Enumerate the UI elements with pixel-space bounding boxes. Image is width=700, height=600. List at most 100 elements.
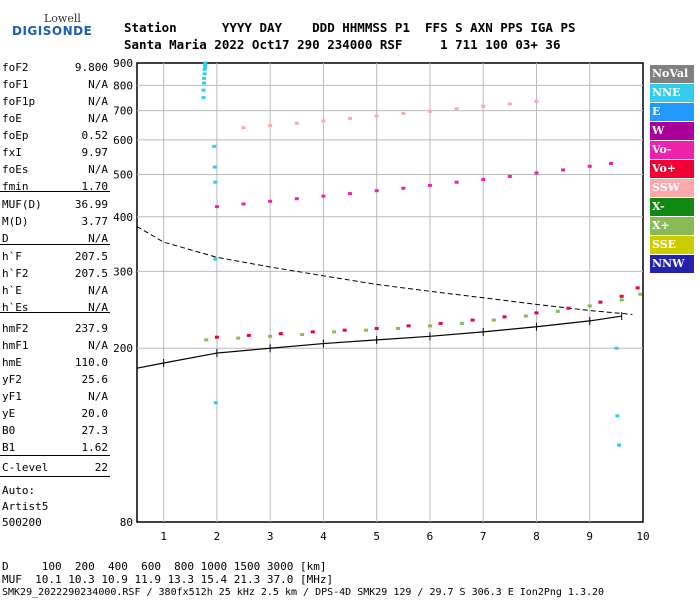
echo-point: [555, 309, 560, 313]
param-value: N/A: [88, 339, 108, 352]
echo-point: [294, 197, 299, 201]
param-row: h`E N/A: [2, 284, 108, 300]
echo-point: [332, 330, 337, 334]
param-name: yF2: [2, 373, 22, 386]
echo-point: [615, 414, 620, 418]
param-name: hmF2: [2, 322, 29, 335]
logo-digisonde-text: DIGISONDE: [12, 24, 93, 38]
echo-point: [202, 72, 207, 76]
echo-point: [561, 168, 566, 172]
echo-point: [614, 346, 619, 350]
echo-point: [459, 321, 464, 325]
param-name: hmF1: [2, 339, 29, 352]
echo-point: [203, 65, 208, 69]
param-name: h`E: [2, 284, 22, 297]
param-row: C-level 22: [2, 461, 108, 477]
param-row: B1 1.62: [2, 441, 108, 457]
echo-point: [609, 161, 614, 165]
echo-point: [617, 443, 622, 447]
param-separator: [0, 244, 110, 245]
param-value: N/A: [88, 284, 108, 297]
param-value: 1.70: [81, 180, 109, 193]
echo-point: [374, 326, 379, 330]
echo-point: [374, 189, 379, 193]
echo-point: [212, 165, 217, 169]
echo-point: [202, 67, 207, 71]
echo-point: [481, 177, 486, 181]
param-row: foEs N/A: [2, 163, 108, 179]
param-name: D: [2, 232, 9, 245]
echo-point: [401, 111, 406, 115]
param-row: fmin 1.70: [2, 180, 108, 196]
echo-point: [294, 121, 299, 125]
echo-point: [507, 102, 512, 106]
param-name: B0: [2, 424, 16, 437]
note-code: 500200: [2, 516, 42, 529]
x-tick-label: 7: [480, 530, 487, 543]
echo-point: [214, 335, 219, 339]
param-value: N/A: [88, 163, 108, 176]
param-row: B0 27.3: [2, 424, 108, 440]
echo-point: [203, 63, 208, 67]
echo-point: [204, 338, 209, 342]
legend-entry: X+: [650, 217, 694, 235]
param-value: 20.0: [81, 407, 109, 420]
echo-point: [619, 298, 624, 302]
param-value: 25.6: [81, 373, 109, 386]
param-row: foF1p N/A: [2, 95, 108, 111]
y-tick-label: 900: [113, 57, 133, 70]
echo-point: [523, 314, 528, 318]
echo-point: [619, 294, 624, 298]
echo-point: [507, 174, 512, 178]
echo-point: [278, 332, 283, 336]
legend-entry: E: [650, 103, 694, 121]
param-name: foF2: [2, 61, 29, 74]
param-name: foEs: [2, 163, 29, 176]
param-row: M(D) 3.77: [2, 215, 108, 231]
param-row: h`F2 207.5: [2, 267, 108, 283]
x-tick-label: 5: [373, 530, 380, 543]
legend-entry: NoVal: [650, 65, 694, 83]
echo-point: [401, 186, 406, 190]
echo-point: [635, 286, 640, 290]
param-value: N/A: [88, 78, 108, 91]
param-row: D N/A: [2, 232, 108, 248]
echo-point: [213, 257, 218, 261]
y-tick-label: 200: [113, 342, 133, 355]
param-row: foEp 0.52: [2, 129, 108, 145]
echo-point: [454, 107, 459, 111]
param-name: fmin: [2, 180, 29, 193]
echo-point: [470, 318, 475, 322]
param-row: hmF1 N/A: [2, 339, 108, 355]
param-separator: [0, 191, 110, 192]
param-value: N/A: [88, 390, 108, 403]
digisonde-logo: Lowell DIGISONDE: [6, 12, 92, 42]
param-value: N/A: [88, 232, 108, 245]
echo-point: [300, 333, 305, 337]
param-value: 3.77: [81, 215, 109, 228]
y-tick-label: 800: [113, 79, 133, 92]
echo-point: [566, 306, 571, 310]
param-row: h`F 207.5: [2, 250, 108, 266]
param-name: h`F2: [2, 267, 29, 280]
param-name: yF1: [2, 390, 22, 403]
param-value: 36.99: [74, 198, 108, 211]
param-value: 207.5: [74, 267, 108, 280]
echo-point: [598, 300, 603, 304]
echo-point: [534, 171, 539, 175]
echo-point: [202, 81, 207, 85]
legend-entry: NNW: [650, 255, 694, 273]
footer-muf-row: MUF 10.1 10.3 10.9 11.9 13.3 15.4 21.3 3…: [2, 573, 334, 586]
echo-point: [406, 324, 411, 328]
param-row: yF1 N/A: [2, 390, 108, 406]
header-values: Santa Maria 2022 Oct17 290 234000 RSF 1 …: [124, 37, 561, 52]
echo-point: [348, 116, 353, 120]
param-value: N/A: [88, 112, 108, 125]
echo-point: [321, 194, 326, 198]
param-value: N/A: [88, 95, 108, 108]
param-separator: [0, 476, 110, 477]
param-name: foF1p: [2, 95, 36, 108]
param-row: hmE 110.0: [2, 356, 108, 372]
param-value: 1.62: [81, 441, 109, 454]
param-value: 237.9: [74, 322, 108, 335]
